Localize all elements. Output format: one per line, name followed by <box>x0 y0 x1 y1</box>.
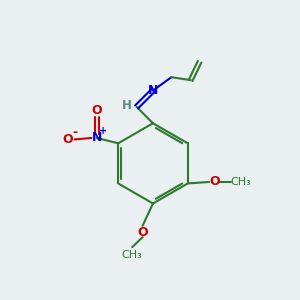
Text: O: O <box>63 133 73 146</box>
Text: N: N <box>92 131 102 145</box>
Text: H: H <box>122 99 132 112</box>
Text: -: - <box>73 126 78 140</box>
Text: +: + <box>99 126 107 136</box>
Text: O: O <box>209 176 220 188</box>
Text: CH₃: CH₃ <box>122 250 142 260</box>
Text: N: N <box>148 84 158 97</box>
Text: CH₃: CH₃ <box>230 177 251 187</box>
Text: O: O <box>92 103 102 116</box>
Text: O: O <box>137 226 148 239</box>
